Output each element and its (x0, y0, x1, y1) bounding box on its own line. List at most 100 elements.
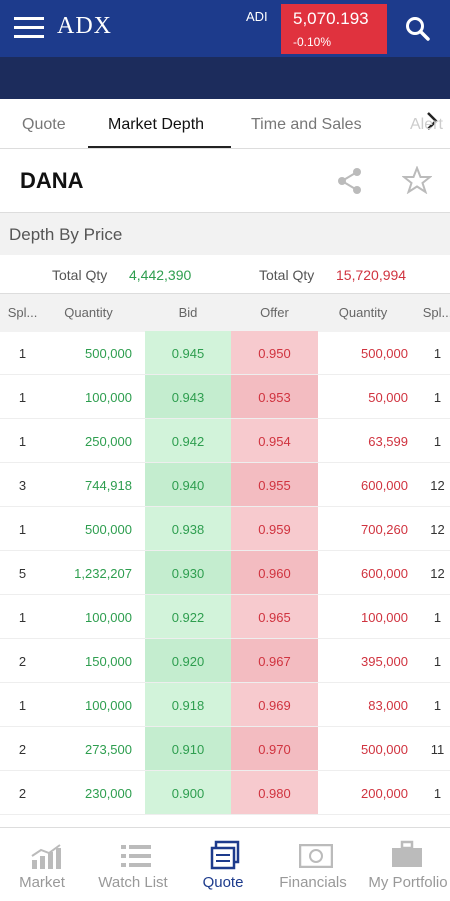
column-label: Spl... (422, 305, 450, 320)
section-title: Depth By Price (9, 225, 123, 244)
offer-cell-bg (231, 331, 318, 375)
column-header: Spl... Quantity Bid Offer Quantity Spl... (0, 293, 450, 332)
depth-cell: 12 (430, 566, 445, 581)
bid-cell-bg (145, 771, 231, 815)
row-divider (0, 550, 450, 551)
market-icon (31, 844, 61, 869)
offer-cell-bg (231, 375, 318, 419)
depth-cell: 2 (18, 654, 27, 669)
total-offer-qty: 15,720,994 (336, 267, 407, 283)
offer-cell-bg (231, 507, 318, 551)
bid-cell-bg (145, 595, 231, 639)
depth-row[interactable]: 3 744,918 0.940 0.955 600,000 12 (0, 463, 450, 507)
depth-cell: 12 (430, 522, 445, 537)
depth-cell: 500,000 (361, 742, 408, 757)
depth-cell: 1,232,207 (74, 566, 132, 581)
bottom-nav: Market Watch List Quote Financials My Portfo… (0, 827, 450, 901)
depth-cell: 1 (433, 610, 442, 625)
row-divider (0, 374, 450, 375)
depth-cell: 3 (18, 478, 27, 493)
star-icon[interactable] (402, 166, 432, 194)
depth-row[interactable]: 1 250,000 0.942 0.954 63,599 1 (0, 419, 450, 463)
totals-row: Total Qty 4,442,390 Total Qty 15,720,994 (0, 255, 450, 293)
offer-cell-bg (231, 463, 318, 507)
depth-cell: 0.960 (258, 566, 291, 581)
tab[interactable]: Time and Sales (251, 116, 362, 133)
tab[interactable]: Market Depth (108, 116, 205, 133)
row-divider (0, 682, 450, 683)
depth-cell: 0.945 (171, 346, 205, 361)
bid-cell-bg (145, 375, 231, 419)
depth-cell: 2 (18, 742, 27, 757)
row-divider (0, 726, 450, 727)
tab-indicator (88, 146, 231, 148)
nav-item[interactable]: Financials (279, 874, 347, 891)
depth-cell: 0.930 (171, 566, 205, 581)
chevron-right[interactable] (424, 110, 440, 132)
bid-cell-bg (145, 331, 231, 375)
tab[interactable]: Quote (22, 116, 66, 133)
depth-cell: 1 (18, 346, 27, 361)
depth-cell: 0.969 (258, 698, 291, 713)
depth-cell: 1 (433, 654, 442, 669)
depth-cell: 1 (18, 434, 27, 449)
depth-cell: 0.922 (171, 610, 205, 625)
depth-cell: 1 (18, 610, 27, 625)
offer-cell-bg (231, 639, 318, 683)
depth-cell: 0.920 (171, 654, 205, 669)
row-divider (0, 814, 450, 815)
tab[interactable]: Alert (410, 116, 443, 133)
depth-row[interactable]: 1 100,000 0.918 0.969 83,000 1 (0, 683, 450, 727)
depth-cell: 0.955 (258, 478, 291, 493)
depth-cell: 0.938 (171, 522, 205, 537)
depth-row[interactable]: 1 500,000 0.938 0.959 700,260 12 (0, 507, 450, 551)
row-divider (0, 506, 450, 507)
share-icon[interactable] (337, 167, 363, 195)
symbol: DANA (20, 168, 84, 193)
depth-cell: 0.940 (171, 478, 205, 493)
depth-cell: 600,000 (361, 478, 408, 493)
divider (0, 212, 450, 213)
depth-cell: 0.943 (171, 390, 205, 405)
depth-row[interactable]: 1 100,000 0.943 0.953 50,000 1 (0, 375, 450, 419)
depth-row[interactable]: 1 500,000 0.945 0.950 500,000 1 (0, 331, 450, 375)
depth-row[interactable]: 2 230,000 0.900 0.980 200,000 1 (0, 771, 450, 815)
nav-item[interactable]: Quote (202, 874, 244, 891)
depth-cell: 1 (433, 786, 442, 801)
bid-cell-bg (145, 727, 231, 771)
depth-cell: 1 (18, 522, 27, 537)
depth-row[interactable]: 1 100,000 0.922 0.965 100,000 1 (0, 595, 450, 639)
depth-row[interactable]: 2 150,000 0.920 0.967 395,000 1 (0, 639, 450, 683)
row-divider (0, 770, 450, 771)
total-label: Total Qty (259, 267, 315, 283)
depth-table: 1 500,000 0.945 0.950 500,000 1 1 100,000 0.943 0… (0, 331, 450, 827)
depth-row[interactable]: 2 273,500 0.910 0.970 500,000 11 (0, 727, 450, 771)
depth-cell: 0.918 (171, 698, 205, 713)
row-divider (0, 594, 450, 595)
nav-item[interactable]: Watch List (98, 874, 168, 891)
column-label: Quantity (64, 305, 113, 320)
menu-icon[interactable] (14, 17, 44, 39)
offer-cell-bg (231, 727, 318, 771)
depth-cell: 1 (433, 346, 442, 361)
nav-item[interactable]: My Portfolio (368, 874, 448, 891)
logo: ADX (57, 13, 112, 39)
depth-cell: 700,260 (361, 522, 408, 537)
total-bid-qty: 4,442,390 (129, 267, 192, 283)
bid-cell-bg (145, 683, 231, 727)
depth-cell: 63,599 (368, 434, 408, 449)
depth-cell: 11 (430, 742, 445, 757)
search-icon[interactable] (405, 16, 431, 42)
bid-cell-bg (145, 507, 231, 551)
depth-cell: 273,500 (85, 742, 132, 757)
column-label: Offer (260, 305, 289, 320)
depth-row[interactable]: 5 1,232,207 0.930 0.960 600,000 12 (0, 551, 450, 595)
bid-cell-bg (145, 639, 231, 683)
offer-cell-bg (231, 551, 318, 595)
depth-cell: 500,000 (361, 346, 408, 361)
index-box[interactable]: 5,070.193 -0.10% (281, 4, 387, 54)
index-change: -0.10% (293, 35, 332, 49)
tab-bar: Quote Market Depth Time and Sales Alert (0, 100, 450, 149)
nav-item[interactable]: Market (19, 874, 65, 891)
